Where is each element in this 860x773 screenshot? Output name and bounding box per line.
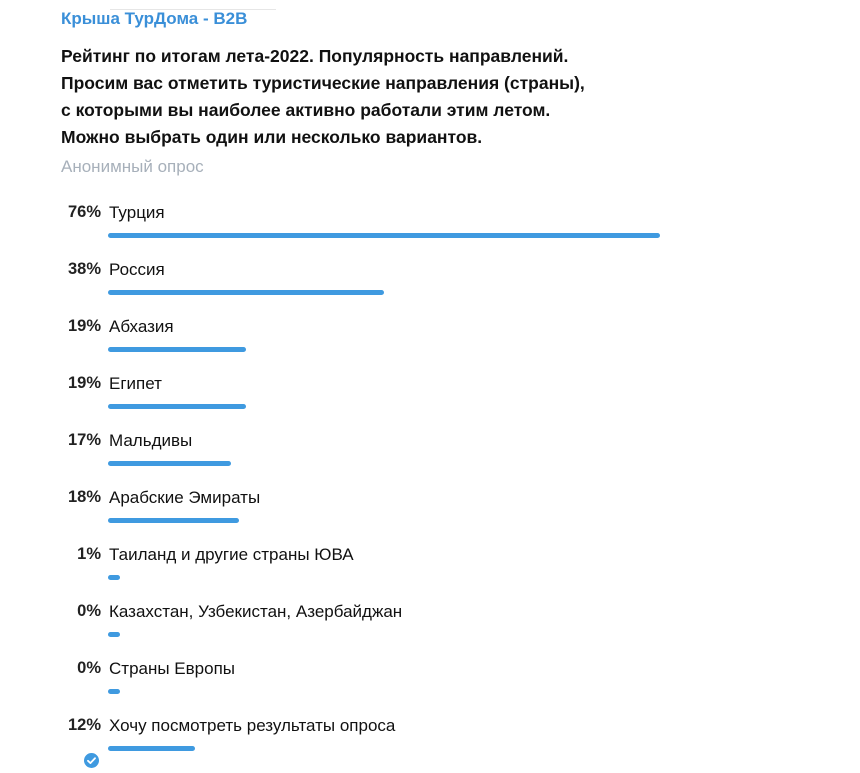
option-result-track [108, 518, 660, 523]
option-result-track [108, 632, 660, 637]
option-result-track [108, 347, 660, 352]
option-result-bar [108, 404, 246, 409]
option-text: Арабские Эмираты [109, 488, 261, 507]
option-result-track [108, 461, 660, 466]
option-result-bar [108, 575, 120, 580]
option-result-track [108, 689, 660, 694]
option-text: Египет [109, 374, 162, 393]
option-result-track [108, 575, 660, 580]
poll-option[interactable]: 19% Абхазия [0, 317, 860, 374]
option-percent: 0% [77, 659, 101, 677]
option-text: Абхазия [109, 317, 174, 336]
option-text: Хочу посмотреть результаты опроса [109, 716, 396, 735]
poll-option[interactable]: 18% Арабские Эмираты [0, 488, 860, 545]
option-text: Россия [109, 260, 165, 279]
option-percent: 18% [67, 488, 101, 506]
poll-option[interactable]: 12% Хочу посмотреть результаты опроса [0, 716, 860, 773]
option-result-track [108, 233, 660, 238]
option-text: Мальдивы [109, 431, 193, 450]
option-result-bar [108, 746, 195, 751]
option-percent: 1% [77, 545, 101, 563]
option-result-track [108, 290, 660, 295]
poll-option[interactable]: 0% Казахстан, Узбекистан, Азербайджан [0, 602, 860, 659]
poll-question-line: Можно выбрать один или несколько вариант… [61, 127, 483, 147]
option-text: Таиланд и другие страны ЮВА [109, 545, 354, 564]
poll-option[interactable]: 17% Мальдивы [0, 431, 860, 488]
poll-type-label: Анонимный опрос [61, 157, 204, 176]
option-result-bar [108, 689, 120, 694]
option-result-bar [108, 233, 660, 238]
option-percent: 19% [67, 317, 101, 335]
check-circle-icon [84, 753, 99, 768]
option-percent: 19% [67, 374, 101, 392]
option-percent: 12% [67, 716, 101, 734]
option-result-bar [108, 347, 246, 352]
poll-option[interactable]: 76% Турция [0, 203, 860, 260]
option-result-bar [108, 518, 239, 523]
option-result-bar [108, 290, 384, 295]
option-text: Турция [109, 203, 165, 222]
option-percent: 38% [67, 260, 101, 278]
top-divider [110, 9, 276, 10]
option-result-track [108, 746, 660, 751]
poll-option[interactable]: 0% Страны Европы [0, 659, 860, 716]
option-result-track [108, 404, 660, 409]
poll-question: Рейтинг по итогам лета-2022. Популярност… [61, 43, 701, 151]
poll-options: 76% Турция 38% Россия 19% Абхазия 19% Египет 17%… [0, 203, 860, 773]
poll-question-line: с которыми вы наиболее активно работали … [61, 100, 551, 120]
poll-option[interactable]: 19% Египет [0, 374, 860, 431]
option-result-bar [108, 461, 231, 466]
poll-option[interactable]: 1% Таиланд и другие страны ЮВА [0, 545, 860, 602]
poll-option[interactable]: 38% Россия [0, 260, 860, 317]
option-percent: 17% [67, 431, 101, 449]
option-result-bar [108, 632, 120, 637]
poll-question-line: Рейтинг по итогам лета-2022. Популярност… [61, 46, 569, 66]
poll-question-line: Просим вас отметить туристические направ… [61, 73, 585, 93]
option-percent: 0% [77, 602, 101, 620]
option-text: Казахстан, Узбекистан, Азербайджан [109, 602, 403, 621]
option-percent: 76% [67, 203, 101, 221]
channel-name[interactable]: Крыша ТурДома - B2B [61, 9, 248, 28]
option-text: Страны Европы [109, 659, 236, 678]
